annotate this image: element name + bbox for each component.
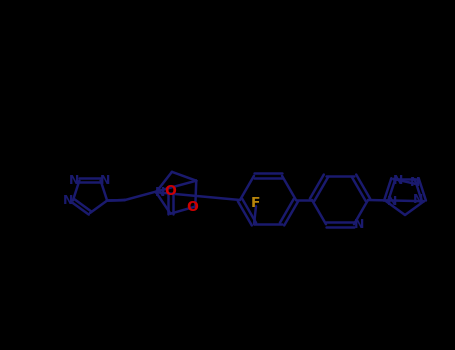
Text: F: F bbox=[251, 196, 261, 210]
Text: N: N bbox=[354, 218, 364, 231]
Text: O: O bbox=[165, 184, 177, 198]
Text: N: N bbox=[387, 195, 397, 208]
Text: N: N bbox=[69, 174, 80, 187]
Text: N: N bbox=[413, 193, 423, 206]
Text: O: O bbox=[187, 199, 198, 213]
Text: N: N bbox=[410, 176, 420, 189]
Text: N: N bbox=[99, 174, 110, 187]
Text: N: N bbox=[63, 194, 73, 207]
Text: N: N bbox=[393, 174, 404, 187]
Text: N: N bbox=[155, 186, 165, 199]
